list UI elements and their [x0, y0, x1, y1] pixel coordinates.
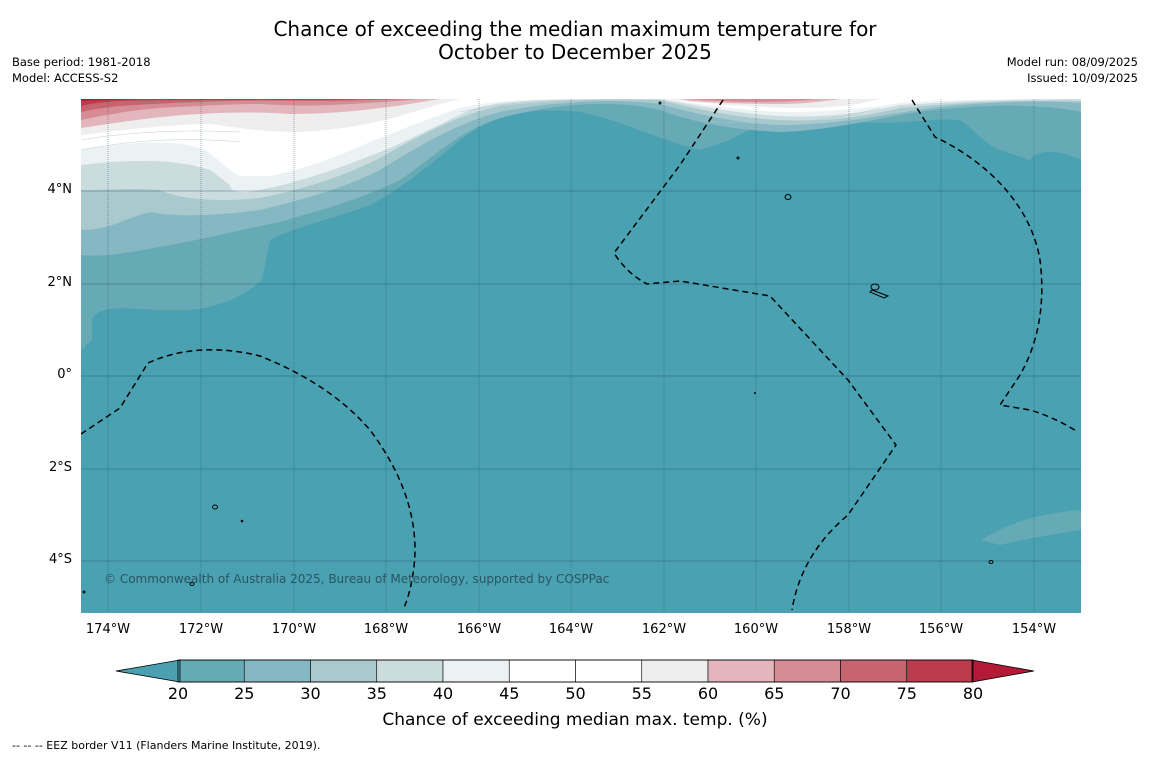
- contour-25-se: [980, 510, 1081, 545]
- colorbar-swatch: [641, 659, 709, 683]
- base-period-text: Base period: 1981-2018: [12, 55, 151, 69]
- islands: [82, 101, 994, 594]
- footnote-eez: -- -- -- EEZ border V11 (Flanders Marine…: [12, 739, 321, 752]
- colorbar-swatch: [707, 659, 775, 683]
- colorbar-tick-label: 75: [896, 684, 917, 703]
- lon-label: 164°W: [548, 622, 594, 637]
- eez-borders: [81, 99, 1079, 611]
- colorbar: [115, 659, 1035, 683]
- lon-label: 156°W: [918, 622, 964, 637]
- colorbar-swatch: [243, 659, 311, 683]
- colorbar-over-arrow: [971, 659, 1035, 683]
- colorbar-tick-label: 65: [764, 684, 785, 703]
- lat-label: 0°: [57, 367, 72, 382]
- colorbar-swatch: [840, 659, 908, 683]
- colorbar-tick-label: 80: [962, 684, 984, 703]
- colorbar-tick-label: 40: [432, 684, 454, 703]
- lon-label: 158°W: [826, 622, 872, 637]
- lon-label: 170°W: [271, 622, 317, 637]
- graticule: [81, 99, 1081, 613]
- lon-label: 172°W: [178, 622, 224, 637]
- colorbar-swatch: [376, 659, 444, 683]
- meta-left: Base period: 1981-2018 Model: ACCESS-S2: [12, 54, 151, 86]
- colorbar-swatch: [508, 659, 576, 683]
- colorbar-swatch: [177, 659, 245, 683]
- copyright-text: © Commonwealth of Australia 2025, Bureau…: [104, 572, 610, 586]
- colorbar-under-arrow: [115, 659, 181, 683]
- colorbar-swatch: [442, 659, 510, 683]
- colorbar-frame: [177, 659, 974, 683]
- contour-80: [81, 99, 300, 101]
- contour-lines: [81, 99, 881, 151]
- colorbar-tick-label: 30: [300, 684, 321, 703]
- model-text: Model: ACCESS-S2: [12, 71, 119, 85]
- lon-label: 166°W: [456, 622, 502, 637]
- issued-text: Issued: 10/09/2025: [1027, 71, 1138, 85]
- colorbar-tick-label: 55: [631, 684, 652, 703]
- colorbar-swatch: [575, 659, 643, 683]
- colorbar-tick-label: 35: [366, 684, 387, 703]
- lat-label: 2°N: [47, 275, 73, 290]
- colorbar-tick-label: 70: [830, 684, 851, 703]
- title-line1: Chance of exceeding the median maximum t…: [273, 17, 877, 41]
- colorbar-swatch: [310, 659, 378, 683]
- map-area: [81, 99, 1081, 613]
- model-run-text: Model run: 08/09/2025: [1006, 55, 1138, 69]
- lon-label: 160°W: [733, 622, 779, 637]
- colorbar-label: Chance of exceeding median max. temp. (%…: [382, 710, 768, 730]
- contour-70: [81, 99, 400, 112]
- colorbar-swatches: [177, 659, 974, 683]
- colorbar-swatch: [773, 659, 841, 683]
- lon-label: 154°W: [1011, 622, 1057, 637]
- colorbar-tick-label: 60: [697, 684, 719, 703]
- lat-label: 2°S: [48, 460, 72, 475]
- colorbar-tick-label: 20: [167, 684, 189, 703]
- contour-65: [81, 99, 420, 120]
- lon-label: 162°W: [641, 622, 687, 637]
- colorbar-swatch: [906, 659, 974, 683]
- colorbar-tick-label: 25: [234, 684, 255, 703]
- lon-label: 174°W: [85, 622, 131, 637]
- colorbar-tick-label: 50: [565, 684, 586, 703]
- meta-right: Model run: 08/09/2025 Issued: 10/09/2025: [1007, 54, 1138, 86]
- lat-label: 4°S: [48, 552, 72, 567]
- lon-label: 168°W: [363, 622, 409, 637]
- colorbar-tick-label: 45: [499, 684, 520, 703]
- title-line2: October to December 2025: [438, 40, 712, 64]
- lat-label: 4°N: [47, 182, 73, 197]
